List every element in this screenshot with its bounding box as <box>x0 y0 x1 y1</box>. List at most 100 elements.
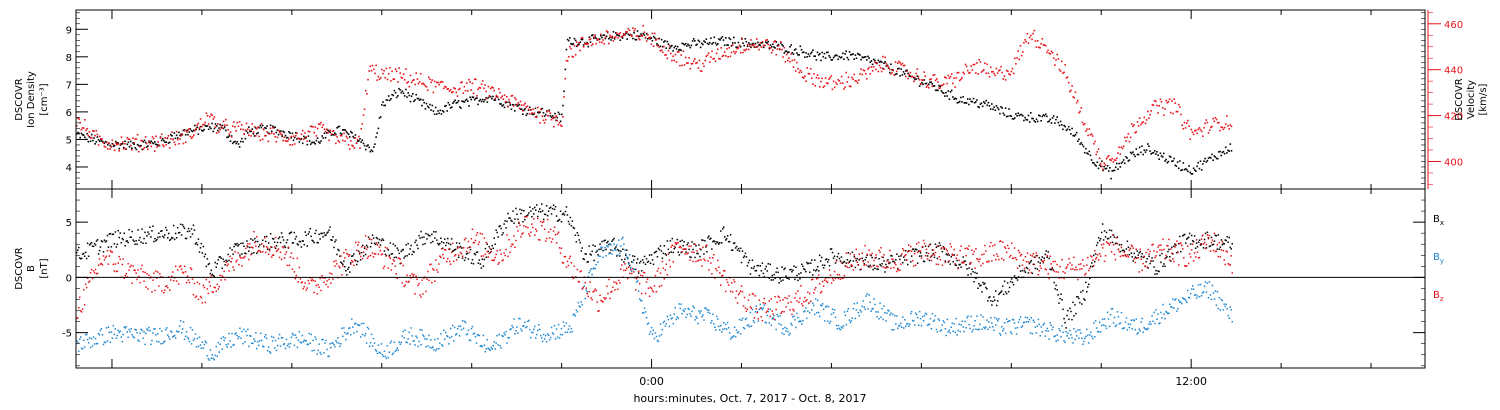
velocity-point <box>1119 153 1122 155</box>
by-point <box>107 326 110 328</box>
density-point <box>1079 143 1081 145</box>
bx-point <box>362 255 365 257</box>
bx-point <box>581 247 583 249</box>
by-point <box>529 328 531 331</box>
bx-point <box>950 256 952 258</box>
velocity-point <box>1023 41 1025 44</box>
velocity-point <box>401 77 404 79</box>
velocity-point <box>570 47 572 50</box>
by-point <box>431 347 433 349</box>
velocity-point <box>454 87 456 90</box>
bx-point <box>680 251 682 254</box>
velocity-point <box>418 81 421 83</box>
velocity-point <box>833 86 836 89</box>
bx-point <box>234 243 236 245</box>
by-point <box>816 311 818 314</box>
velocity-point <box>527 108 530 111</box>
by-point <box>930 328 933 330</box>
velocity-point <box>806 67 808 69</box>
bx-point <box>275 245 278 247</box>
density-point <box>970 100 972 103</box>
by-point <box>1050 324 1052 327</box>
by-point <box>840 326 843 328</box>
bz-point <box>103 259 106 261</box>
bx-point <box>821 264 824 266</box>
by-point <box>342 335 344 338</box>
bx-point <box>729 234 732 236</box>
density-point <box>1126 157 1128 159</box>
velocity-point <box>1069 90 1071 93</box>
velocity-point <box>757 45 759 48</box>
density-point <box>1057 121 1060 124</box>
velocity-point <box>577 44 579 47</box>
density-point <box>1175 165 1178 167</box>
bx-point <box>1163 263 1165 265</box>
by-point <box>80 336 82 338</box>
velocity-point <box>385 67 388 70</box>
by-point <box>240 337 242 339</box>
by-point <box>645 317 648 319</box>
density-point <box>86 132 88 135</box>
bx-point <box>835 259 838 261</box>
bx-point <box>144 231 146 234</box>
density-point <box>316 137 319 139</box>
bz-point <box>243 256 245 259</box>
bz-point <box>433 269 435 271</box>
bz-point <box>216 283 218 286</box>
bx-point <box>135 240 137 242</box>
by-point <box>746 324 749 327</box>
bz-point <box>359 255 362 258</box>
velocity-point <box>647 34 649 36</box>
by-point <box>145 332 147 335</box>
bx-point <box>725 239 727 241</box>
by-point <box>269 352 272 354</box>
density-point <box>1024 116 1026 119</box>
bx-point <box>910 255 913 257</box>
bx-point <box>993 296 995 298</box>
bx-point <box>279 241 282 244</box>
by-point <box>585 289 587 291</box>
by-point <box>262 345 264 347</box>
density-point <box>525 114 528 117</box>
bx-point <box>154 237 156 240</box>
bx-point <box>1075 312 1077 315</box>
by-point <box>670 318 672 320</box>
density-point <box>219 123 221 126</box>
bx-point <box>789 269 791 271</box>
velocity-point <box>79 121 81 124</box>
density-point <box>327 129 329 132</box>
velocity-point <box>1182 127 1185 130</box>
density-point <box>976 99 978 101</box>
bx-point <box>737 247 740 250</box>
bx-point <box>1054 288 1056 290</box>
bx-point <box>1067 309 1069 312</box>
by-point <box>1100 324 1103 327</box>
by-point <box>578 305 580 307</box>
velocity-point <box>580 37 583 39</box>
by-point <box>333 343 335 346</box>
by-point <box>1079 329 1081 331</box>
by-point <box>282 343 285 346</box>
bx-point <box>417 247 419 250</box>
bx-point <box>312 240 314 242</box>
density-point <box>1195 170 1197 172</box>
velocity-point <box>449 89 452 91</box>
bx-point <box>541 210 544 212</box>
velocity-point <box>1077 99 1079 102</box>
bz-point <box>512 243 514 246</box>
bz-point <box>550 241 553 243</box>
bx-point <box>535 209 537 211</box>
density-point <box>847 58 850 61</box>
by-point <box>426 338 428 340</box>
bx-point <box>127 241 129 244</box>
by-point <box>543 338 546 340</box>
bx-point <box>606 242 608 244</box>
density-point <box>1090 159 1093 161</box>
bx-point <box>1069 307 1071 310</box>
by-point <box>471 325 474 328</box>
bx-point <box>187 227 190 230</box>
bz-point <box>376 244 379 246</box>
velocity-point <box>592 43 594 45</box>
bx-point <box>1078 297 1080 300</box>
bz-point <box>156 277 158 279</box>
